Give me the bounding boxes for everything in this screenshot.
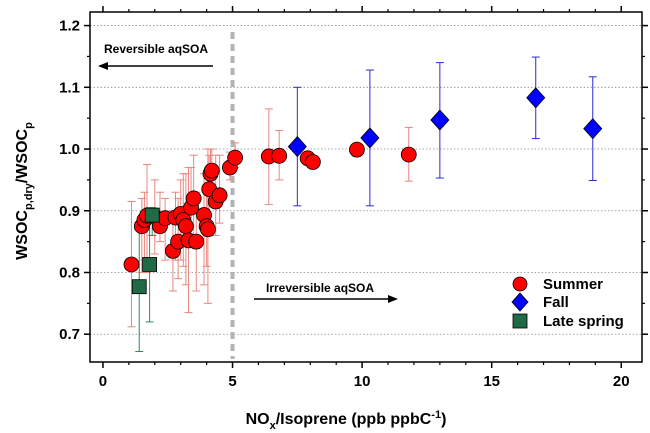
x-axis-title-sub: x bbox=[270, 420, 277, 432]
y-tick-label: 1.1 bbox=[59, 79, 80, 96]
fall-point bbox=[430, 109, 450, 131]
x-axis-title-sup: -1 bbox=[431, 409, 441, 421]
axis-ticks: 0.7 0.8 0.9 1.0 1.1 1.2 0 5 10 15 20 bbox=[59, 6, 648, 390]
y-axis-title-a-sub: p,dry bbox=[23, 182, 35, 210]
legend-circle-icon bbox=[512, 276, 528, 292]
late-spring-point bbox=[142, 257, 158, 272]
x-axis-title: NOx/Isoprene (ppb ppbC-1) bbox=[246, 409, 447, 432]
y-tick-label: 1.0 bbox=[59, 141, 80, 158]
fall-point bbox=[360, 127, 380, 149]
legend-diamond-icon bbox=[511, 292, 529, 312]
y-tick-label: 0.9 bbox=[59, 203, 80, 220]
annotation-reversible-label: Reversible aqSOA bbox=[104, 42, 208, 56]
y-tick-label: 0.8 bbox=[59, 264, 80, 281]
summer-point bbox=[200, 221, 216, 238]
y-axis-title-b-sub: p bbox=[23, 122, 35, 129]
arrow-left-head-icon bbox=[98, 62, 108, 70]
y-tick-label: 0.7 bbox=[59, 326, 80, 343]
summer-point bbox=[349, 141, 365, 158]
legend-label-late-spring: Late spring bbox=[543, 313, 624, 330]
summer-point bbox=[400, 146, 417, 163]
summer-point bbox=[211, 187, 228, 204]
fall-point bbox=[287, 135, 307, 158]
plot-frame bbox=[89, 11, 643, 363]
x-tick-label: 20 bbox=[613, 373, 630, 390]
legend-square-icon bbox=[512, 313, 528, 329]
legend-label-summer: Summer bbox=[543, 276, 603, 293]
annotation-irreversible: Irreversible aqSOA bbox=[254, 281, 398, 303]
legend-item-late-spring: Late spring bbox=[512, 313, 624, 330]
summer-point bbox=[188, 233, 205, 250]
fall-point bbox=[583, 118, 603, 140]
legend: Summer Fall Late spring bbox=[511, 276, 624, 330]
data-points bbox=[123, 87, 603, 295]
legend-item-summer: Summer bbox=[512, 276, 603, 293]
grid-lines bbox=[90, 25, 642, 335]
summer-point bbox=[304, 154, 321, 170]
summer-point bbox=[177, 218, 194, 235]
late-spring-point bbox=[144, 207, 160, 223]
y-axis-title: WSOCp,dry/WSOCp bbox=[14, 122, 35, 260]
legend-item-fall: Fall bbox=[511, 292, 569, 312]
summer-point bbox=[227, 149, 244, 166]
summer-point bbox=[203, 162, 220, 179]
late-spring-point bbox=[131, 279, 147, 295]
x-tick-label: 15 bbox=[483, 373, 500, 390]
summer-point bbox=[123, 256, 140, 273]
y-axis-title-a: WSOC bbox=[14, 210, 31, 260]
x-tick-label: 5 bbox=[228, 373, 236, 390]
annotation-reversible: Reversible aqSOA bbox=[98, 42, 213, 70]
y-axis-title-b: /WSOC bbox=[14, 128, 31, 183]
y-tick-label: 1.2 bbox=[59, 18, 80, 35]
fall-point bbox=[526, 87, 546, 109]
summer-point bbox=[271, 147, 288, 164]
x-tick-label: 0 bbox=[99, 373, 107, 390]
x-tick-label: 10 bbox=[354, 373, 371, 390]
x-axis-title-end: ) bbox=[441, 411, 446, 428]
x-axis-title-main: NO bbox=[246, 411, 270, 428]
summer-point bbox=[185, 190, 202, 207]
legend-label-fall: Fall bbox=[543, 294, 569, 311]
annotation-irreversible-label: Irreversible aqSOA bbox=[266, 281, 374, 295]
arrow-right-head-icon bbox=[388, 295, 398, 303]
x-axis-title-mid: /Isoprene (ppb ppbC bbox=[276, 411, 432, 428]
